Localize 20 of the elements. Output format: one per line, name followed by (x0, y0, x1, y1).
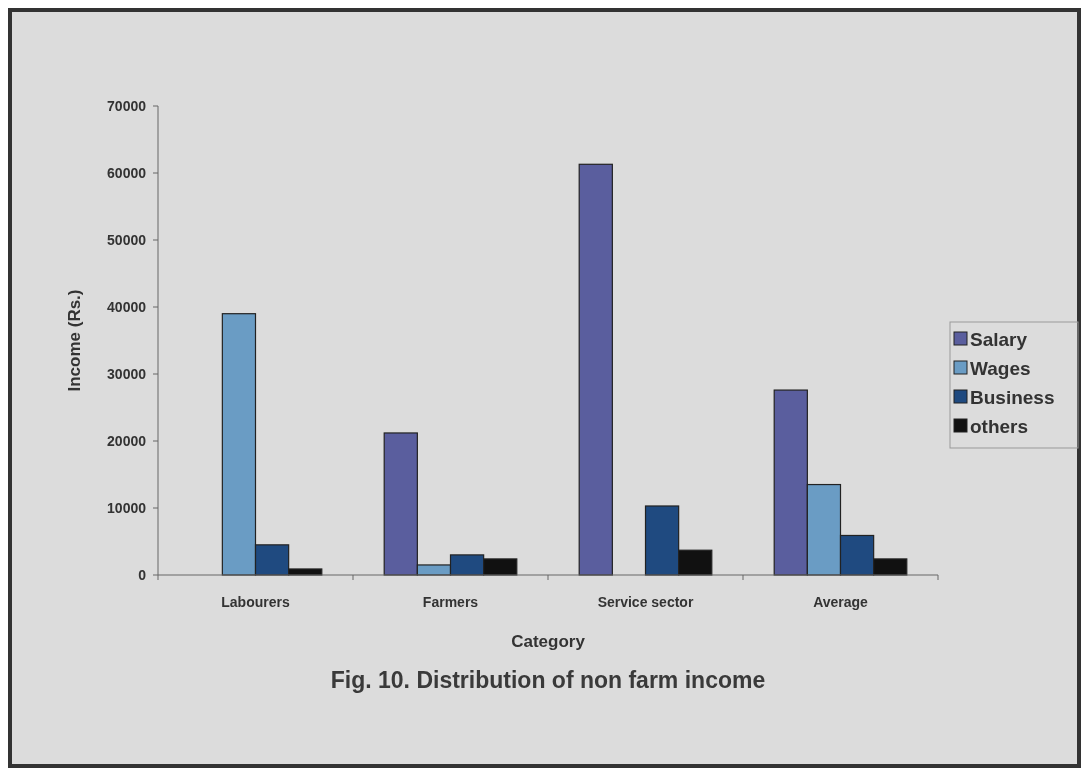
x-tick-label: Service sector (597, 594, 694, 610)
y-tick-label: 40000 (107, 298, 147, 315)
x-axis-title: Category (511, 632, 586, 651)
bar (578, 163, 613, 576)
x-tick-label: Farmers (422, 594, 479, 610)
text: Fig. 10. Distribution of non farm income (330, 667, 766, 693)
legend-label: others (970, 415, 1029, 437)
y-tick-label: 30000 (107, 365, 147, 382)
x-tick-label: Labourers (221, 594, 290, 610)
x-tick-label: Average (813, 594, 869, 610)
y-tick-label: 20000 (107, 432, 147, 449)
y-tick-label: 70000 (107, 97, 147, 114)
y-axis-title: Income (Rs.) (65, 289, 84, 392)
y-tick-label: 60000 (107, 164, 147, 181)
legend-label: Wages (970, 357, 1031, 379)
y-tick-label: 50000 (107, 231, 147, 248)
y-tick-label: 0 (138, 566, 147, 583)
legend-label: Business (970, 386, 1055, 408)
y-tick-label: 10000 (107, 499, 147, 516)
legend-label: Salary (970, 328, 1028, 350)
